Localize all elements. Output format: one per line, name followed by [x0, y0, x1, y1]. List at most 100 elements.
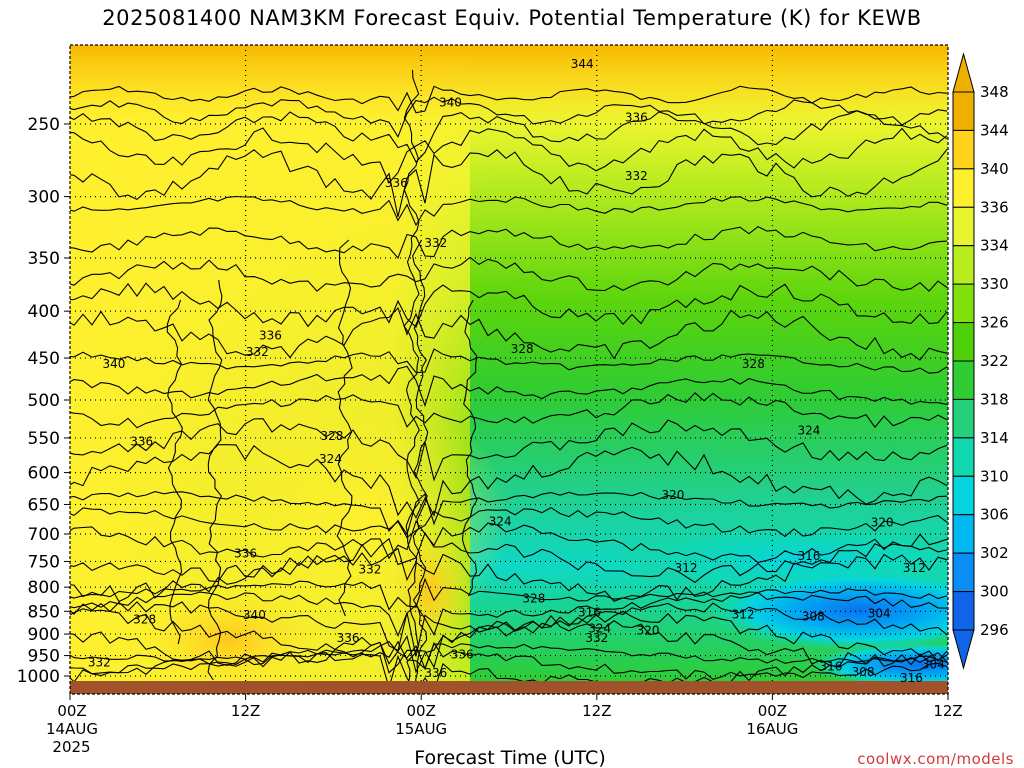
grid-lines: [70, 45, 948, 682]
contour-line: [70, 491, 948, 536]
x-tick-date: 16AUG: [746, 720, 798, 738]
contour-line: [70, 195, 948, 227]
contour-line: [70, 640, 948, 671]
colorbar: 348 344 340 336 334 330 326 322 318 314 310 306 302 3…: [952, 52, 1009, 670]
colorbar-label: 296: [980, 621, 1009, 639]
contour-line: [70, 577, 948, 611]
colorbar-label: 344: [980, 121, 1009, 139]
contour-line: [70, 282, 948, 328]
colorbar-swatch: [952, 398, 975, 439]
colorbar-label: 302: [980, 544, 1009, 562]
y-tick-label: 400: [28, 302, 60, 322]
contour-label: 312: [732, 608, 755, 622]
contour-label: 336: [451, 647, 474, 661]
contour-line: [403, 69, 421, 682]
contour-label: 324: [798, 424, 821, 438]
contour-label: 308: [802, 609, 825, 623]
colorbar-label: 314: [980, 429, 1009, 447]
contour-label: 340: [439, 96, 462, 110]
y-tick-label: 350: [28, 249, 60, 269]
colorbar-top-arrow: [952, 52, 975, 93]
contour-label: 328: [511, 342, 534, 356]
contour-label: 328: [320, 429, 343, 443]
contour-line: [70, 392, 948, 429]
contour-line: [70, 148, 948, 217]
colorbar-label: 300: [980, 583, 1009, 601]
x-tick-label: 12Z: [231, 702, 260, 720]
contour-label: 316: [900, 671, 923, 685]
contour-line: [70, 365, 948, 408]
colorbar-label: 326: [980, 314, 1009, 332]
colorbar-label: 336: [980, 198, 1009, 216]
x-tick-year: 2025: [52, 738, 90, 756]
contour-label: 316: [578, 606, 601, 620]
y-axis: 250 300 350 400 450 500 550 600 650 700 750 800 850 9…: [17, 115, 70, 687]
contour-line: [70, 520, 948, 564]
colorbar-swatch: [952, 514, 975, 554]
contour-line: [207, 279, 223, 681]
colorbar-swatch: [952, 437, 975, 477]
contour-label: 340: [102, 357, 125, 371]
contour-label: 316: [798, 549, 821, 563]
colorbar-label: 334: [980, 237, 1009, 255]
contour-line: [412, 239, 429, 682]
contour-label: 332: [424, 236, 447, 250]
contour-label: 312: [675, 561, 698, 575]
contour-line: [70, 608, 948, 674]
contour-label: 312: [903, 561, 926, 575]
contour-label: 304: [868, 607, 891, 621]
y-tick-label: 300: [28, 188, 60, 208]
contour-labels: 344 340 336 332 336 332 336 332 340 328 328 336 328 3…: [88, 57, 945, 685]
contour-line: [336, 239, 353, 617]
contour-label: 336: [385, 176, 408, 190]
contour-label: 308: [852, 665, 875, 679]
credit-link[interactable]: coolwx.com/models: [857, 750, 1014, 768]
contour-line: [70, 256, 948, 292]
y-tick-label: 800: [28, 578, 60, 598]
y-tick-label: 1000: [17, 667, 60, 687]
plot-frame: [69, 44, 949, 695]
colorbar-swatch: [952, 552, 975, 593]
x-tick-label: 00Z: [407, 702, 436, 720]
y-tick-label: 900: [28, 625, 60, 645]
x-tick-date: 14AUG: [46, 720, 98, 738]
contour-label: 340: [243, 608, 266, 622]
contour-lines: [70, 69, 948, 682]
contour-label: 316: [819, 660, 842, 674]
colorbar-swatch: [952, 591, 975, 631]
x-tick-date: 15AUG: [395, 720, 447, 738]
colorbar-swatch: [952, 245, 975, 285]
contour-label: 336: [259, 328, 282, 342]
y-tick-label: 650: [28, 495, 60, 515]
x-tick-label: 12Z: [933, 702, 962, 720]
contour-label: 336: [130, 435, 153, 449]
contour-label: 328: [133, 613, 156, 627]
contour-line: [70, 652, 948, 682]
x-tick-label: 00Z: [57, 702, 86, 720]
contour-label: 336: [234, 546, 257, 560]
contour-label: 332: [625, 169, 648, 183]
contour-label: 304: [922, 658, 945, 672]
colorbar-swatch: [952, 360, 975, 400]
contour-line: [70, 226, 948, 260]
contour-label: 328: [522, 591, 545, 605]
contour-line: [70, 127, 948, 184]
y-tick-label: 750: [28, 552, 60, 572]
colorbar-label: 340: [980, 160, 1009, 178]
colorbar-swatch: [952, 129, 975, 170]
contour-label: 336: [337, 631, 360, 645]
y-tick-label: 250: [28, 115, 60, 135]
colorbar-label: 322: [980, 352, 1009, 370]
contour-label: 324: [489, 514, 512, 528]
contour-label: 328: [742, 357, 765, 371]
contour-label: 332: [88, 656, 111, 670]
contour-line: [70, 85, 948, 114]
x-tick-label: 12Z: [582, 702, 611, 720]
y-tick-label: 850: [28, 602, 60, 622]
contour-label: 332: [359, 562, 382, 576]
y-tick-label: 500: [28, 391, 60, 411]
contour-label: 332: [246, 345, 269, 359]
colorbar-swatch: [952, 283, 975, 324]
